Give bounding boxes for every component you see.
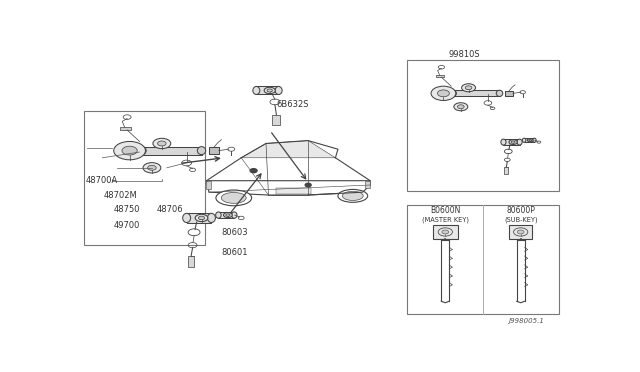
Circle shape	[223, 212, 232, 218]
Text: (MASTER KEY): (MASTER KEY)	[422, 217, 469, 223]
Circle shape	[305, 183, 311, 187]
Circle shape	[529, 140, 532, 141]
Circle shape	[511, 141, 515, 143]
Ellipse shape	[275, 86, 282, 94]
Ellipse shape	[450, 90, 456, 96]
Circle shape	[264, 87, 275, 94]
Bar	[506, 91, 513, 96]
Circle shape	[153, 138, 171, 149]
Circle shape	[195, 214, 208, 222]
Ellipse shape	[517, 139, 522, 145]
Circle shape	[226, 214, 230, 216]
Circle shape	[114, 141, 145, 160]
Circle shape	[143, 163, 161, 173]
Ellipse shape	[207, 214, 216, 222]
Circle shape	[458, 105, 464, 109]
Bar	[273, 115, 280, 125]
Ellipse shape	[342, 191, 364, 201]
Ellipse shape	[138, 147, 146, 155]
Ellipse shape	[216, 212, 221, 218]
Bar	[187, 214, 211, 222]
Circle shape	[122, 146, 137, 155]
Bar	[365, 181, 370, 188]
Ellipse shape	[253, 86, 260, 94]
Bar	[524, 138, 534, 142]
Bar	[120, 127, 131, 130]
Bar	[408, 60, 559, 191]
Circle shape	[454, 103, 468, 111]
Bar	[257, 86, 278, 94]
Ellipse shape	[501, 139, 506, 145]
Circle shape	[509, 140, 517, 144]
Bar	[276, 189, 310, 193]
Text: 6B632S: 6B632S	[276, 100, 308, 109]
Ellipse shape	[338, 189, 368, 202]
Circle shape	[465, 86, 472, 90]
Circle shape	[148, 165, 156, 170]
Circle shape	[442, 230, 449, 234]
Text: (SUB-KEY): (SUB-KEY)	[504, 217, 538, 223]
Bar	[408, 205, 559, 314]
Text: 99810S: 99810S	[449, 50, 480, 59]
Ellipse shape	[232, 212, 237, 218]
Text: 48702M: 48702M	[104, 190, 138, 199]
Circle shape	[461, 84, 476, 92]
Ellipse shape	[182, 214, 191, 222]
Circle shape	[438, 90, 449, 97]
Text: J998005.1: J998005.1	[508, 318, 544, 324]
Text: B0600N: B0600N	[430, 206, 461, 215]
Bar	[504, 167, 508, 174]
Circle shape	[157, 141, 166, 146]
Text: 80603: 80603	[221, 228, 248, 237]
Circle shape	[250, 169, 257, 173]
Text: 80601: 80601	[221, 248, 248, 257]
Bar	[453, 90, 499, 96]
Circle shape	[198, 216, 205, 220]
Bar	[188, 256, 194, 267]
Bar	[142, 147, 202, 155]
Circle shape	[438, 228, 452, 236]
Ellipse shape	[532, 138, 536, 142]
Ellipse shape	[216, 190, 252, 206]
Ellipse shape	[221, 192, 246, 203]
Bar	[209, 147, 219, 154]
Ellipse shape	[496, 90, 503, 96]
Bar	[509, 225, 532, 239]
Polygon shape	[207, 181, 370, 195]
Polygon shape	[241, 141, 335, 158]
Text: 48750: 48750	[114, 205, 140, 214]
Bar	[207, 181, 211, 189]
Text: 48700A: 48700A	[86, 176, 118, 185]
Circle shape	[527, 139, 533, 142]
Text: 48706: 48706	[157, 205, 184, 214]
Bar	[218, 212, 234, 218]
Ellipse shape	[522, 138, 526, 142]
Circle shape	[513, 228, 528, 236]
Bar	[436, 75, 444, 77]
Ellipse shape	[197, 147, 205, 155]
Circle shape	[431, 86, 456, 100]
Circle shape	[517, 230, 524, 234]
Text: 49700: 49700	[114, 221, 140, 230]
Bar	[433, 225, 458, 239]
Bar	[84, 110, 205, 245]
Bar	[504, 139, 520, 145]
Text: 80600P: 80600P	[506, 206, 535, 215]
Circle shape	[267, 89, 273, 92]
